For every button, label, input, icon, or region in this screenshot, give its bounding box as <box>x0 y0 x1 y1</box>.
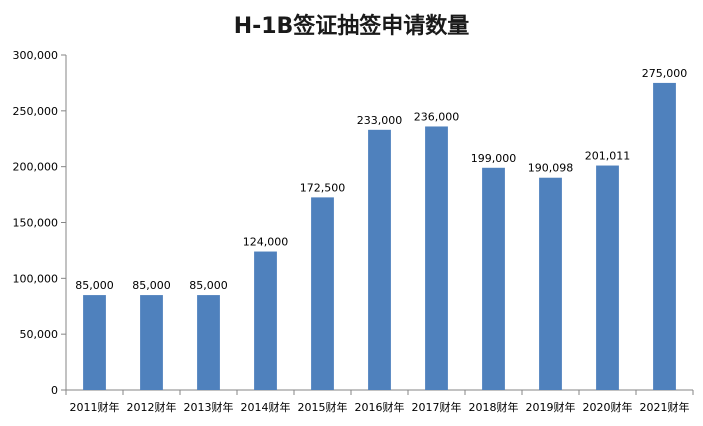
data-label: 199,000 <box>471 152 517 165</box>
y-tick-label: 50,000 <box>20 328 59 341</box>
x-tick-label: 2015财年 <box>298 400 348 414</box>
bar-2012财年 <box>140 295 163 390</box>
x-tick-label: 2016财年 <box>355 400 405 414</box>
data-label: 85,000 <box>189 279 228 292</box>
x-tick-label: 2017财年 <box>412 400 462 414</box>
y-tick-label: 200,000 <box>13 161 59 174</box>
x-tick-label: 2019财年 <box>526 400 576 414</box>
y-tick-label: 0 <box>51 384 58 397</box>
bar-2016财年 <box>368 129 391 391</box>
y-tick-label: 150,000 <box>13 217 59 230</box>
data-label: 201,011 <box>585 150 631 163</box>
data-label: 85,000 <box>75 279 114 292</box>
x-tick-label: 2020财年 <box>583 400 633 414</box>
x-tick-label: 2013财年 <box>184 400 234 414</box>
x-tick-label: 2011财年 <box>70 400 120 414</box>
y-tick-label: 300,000 <box>13 49 59 62</box>
x-tick-label: 2014财年 <box>241 400 291 414</box>
x-tick-label: 2012财年 <box>127 400 177 414</box>
bar-2021财年 <box>653 82 676 391</box>
data-label: 233,000 <box>357 114 403 127</box>
chart-title: H-1B签证抽签申请数量 <box>233 14 470 39</box>
data-label: 275,000 <box>642 67 688 80</box>
data-label: 236,000 <box>414 110 460 123</box>
bar-2014财年 <box>254 251 277 390</box>
y-tick-label: 100,000 <box>13 272 59 285</box>
bar-2013财年 <box>197 295 220 390</box>
data-label: 85,000 <box>132 279 171 292</box>
x-tick-label: 2021财年 <box>640 400 690 414</box>
data-label: 172,500 <box>300 181 346 194</box>
x-tick-label: 2018财年 <box>469 400 519 414</box>
bar-2017财年 <box>425 126 448 390</box>
bar-2018财年 <box>482 167 505 390</box>
bar-2020财年 <box>596 165 619 390</box>
y-tick-label: 250,000 <box>13 105 59 118</box>
bar-2019财年 <box>539 177 562 390</box>
bar-2015财年 <box>311 197 334 390</box>
data-label: 190,098 <box>528 162 574 175</box>
data-label: 124,000 <box>243 236 289 249</box>
bar-2011财年 <box>83 295 106 390</box>
